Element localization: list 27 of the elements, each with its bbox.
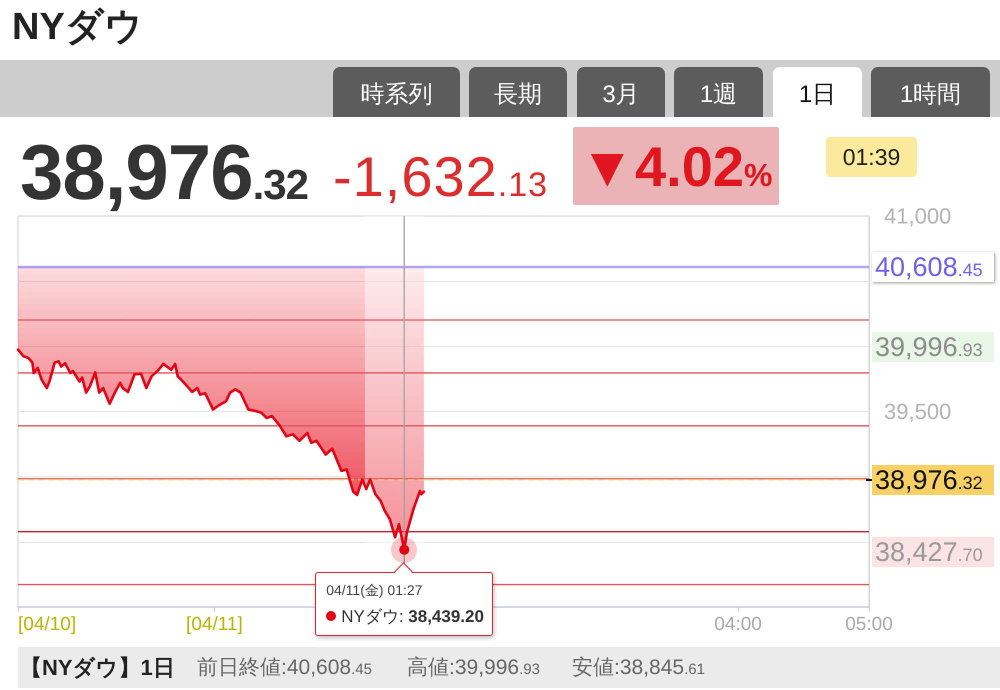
x-tick-label: [04/11] [186, 614, 243, 635]
text: 前日終値:40,608.45 [197, 656, 372, 679]
text: 38,976.32 [20, 128, 308, 216]
y-tick-label: 39,500 [884, 399, 952, 424]
tab: 1週 [674, 67, 763, 117]
chart-title: NYダウ [12, 5, 143, 50]
price-tag: 38,427.70 [872, 537, 994, 567]
text: 【NYダウ】1日 [20, 654, 175, 682]
price-tag: 39,996.93 [872, 332, 994, 362]
ref-line-label: 38,976.32 [875, 464, 983, 495]
price-tag: 40,608.45 [872, 252, 994, 282]
text: 安値:38,845.61 [572, 656, 705, 679]
time-badge: 01:39 [826, 137, 917, 177]
x-tick-label: 05:00 [845, 614, 893, 635]
tab: 長期 [469, 67, 567, 117]
tab: 3月 [577, 67, 665, 117]
price-tag: 38,976.32 [866, 464, 994, 495]
x-tick-label: [04/10] [18, 614, 76, 635]
text: -1,632.13 [333, 145, 548, 208]
tab: 1日 [773, 67, 862, 117]
change-badge: ▼4.02% [573, 127, 779, 205]
y-tick-label: 41,000 [884, 204, 952, 228]
text: 高値:39,996.93 [407, 656, 540, 679]
tab: 1時間 [871, 67, 990, 117]
annotation: 04/11(金) 01:27 NYダウ: 38,439.20 [326, 582, 484, 626]
x-tick-label: 04:00 [714, 614, 762, 635]
tab: 時系列 [333, 67, 460, 117]
